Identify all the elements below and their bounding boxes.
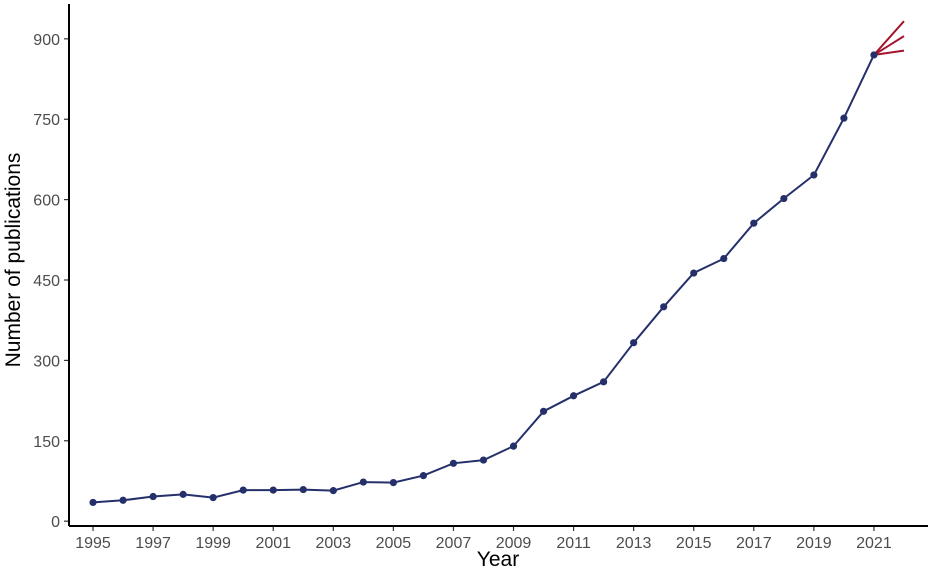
- series-line: [92, 54, 875, 504]
- data-point: [389, 478, 397, 487]
- x-tick-label: 2013: [616, 535, 652, 552]
- data-point: [269, 486, 277, 494]
- x-tick-label: 2009: [496, 535, 532, 552]
- y-axis-title: Number of publications: [2, 153, 25, 368]
- data-point: [660, 303, 668, 311]
- y-tick-label: 300: [33, 353, 60, 370]
- y-tick-label: 0: [51, 514, 60, 531]
- forecast-line: [873, 35, 905, 56]
- y-axis-ticks: 0 150 300 450 600 750 900: [33, 32, 69, 531]
- forecast-lines: [873, 20, 905, 56]
- y-tick-label: 750: [33, 112, 60, 129]
- data-point: [359, 478, 367, 486]
- data-point: [119, 496, 127, 504]
- x-tick-label: 2019: [796, 535, 832, 552]
- data-point: [780, 194, 788, 203]
- data-point: [870, 51, 878, 59]
- x-tick-label: 2015: [676, 535, 712, 552]
- x-tick-label: 1999: [195, 535, 231, 552]
- data-point: [750, 219, 758, 227]
- y-tick-label: 450: [33, 273, 60, 290]
- forecast-line: [873, 49, 905, 56]
- x-tick-label: 2007: [436, 535, 472, 552]
- y-tick-label: 600: [33, 193, 60, 210]
- data-point: [89, 498, 97, 507]
- data-point: [840, 114, 848, 122]
- data-point: [539, 407, 548, 415]
- data-point: [690, 269, 698, 277]
- x-tick-label: 1995: [75, 535, 111, 552]
- x-axis-title: Year: [477, 548, 519, 571]
- data-point: [720, 254, 728, 263]
- data-point: [209, 493, 217, 502]
- data-point: [299, 485, 307, 494]
- y-tick-label: 900: [33, 32, 60, 49]
- data-point: [600, 378, 608, 386]
- x-tick-label: 2021: [856, 535, 892, 552]
- y-tick-label: 150: [33, 434, 60, 451]
- data-point: [419, 472, 428, 480]
- data-point: [509, 442, 518, 450]
- data-point: [449, 459, 458, 467]
- data-point: [179, 490, 187, 498]
- data-point: [810, 171, 818, 179]
- data-point: [329, 487, 337, 495]
- data-point: [630, 339, 638, 347]
- data-point: [569, 392, 578, 400]
- x-tick-label: 2011: [556, 535, 591, 552]
- x-tick-label: 2005: [376, 535, 412, 552]
- data-point: [149, 492, 157, 501]
- series-points: [89, 51, 878, 507]
- x-tick-label: 1997: [135, 535, 171, 552]
- data-point: [239, 486, 247, 494]
- x-axis-ticks: 1995 1997 1999 2001 2003 2005 2007 2009 2011 2013…: [75, 526, 892, 552]
- data-point: [479, 456, 488, 464]
- x-tick-label: 2017: [736, 535, 772, 552]
- forecast-line: [873, 20, 905, 56]
- x-tick-label: 2003: [316, 535, 352, 552]
- x-tick-label: 2001: [255, 535, 291, 552]
